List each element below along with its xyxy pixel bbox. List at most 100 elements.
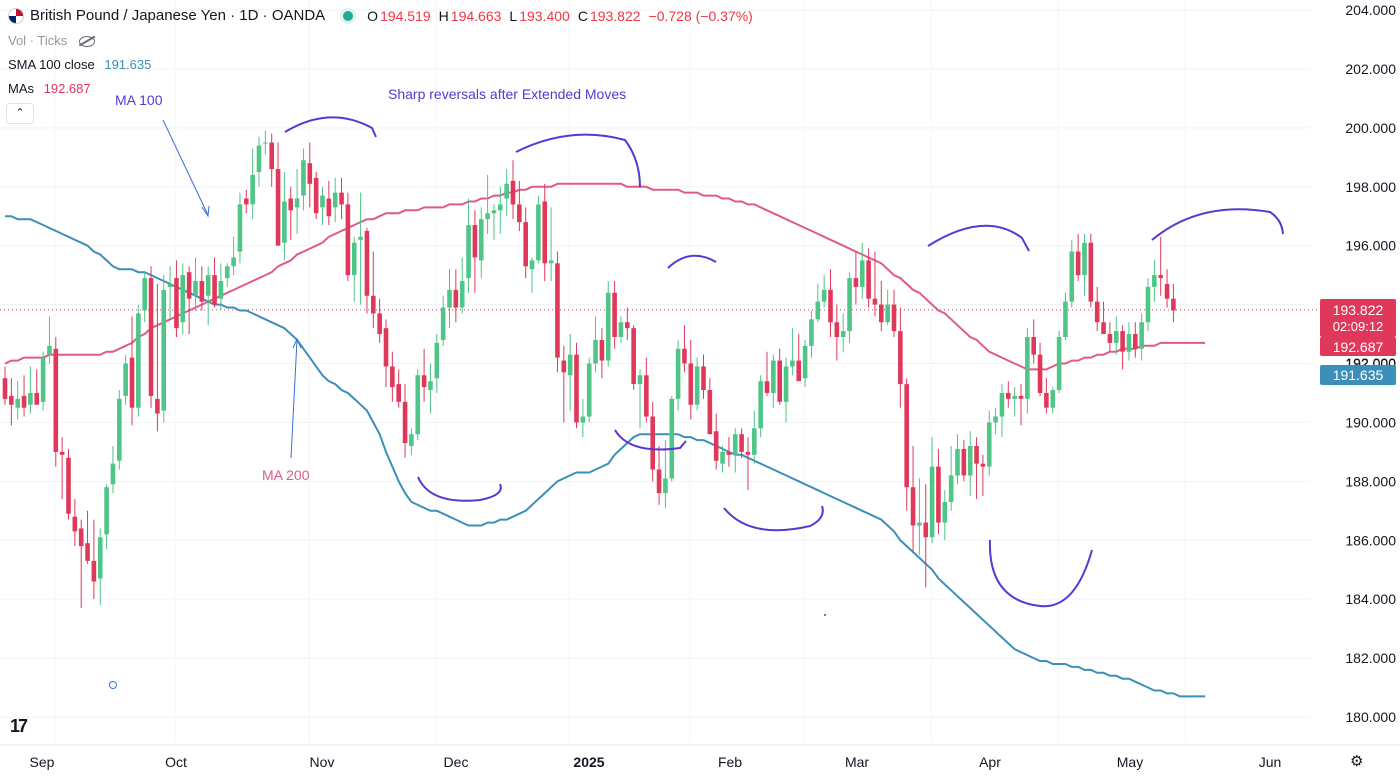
candle-body: [250, 174, 255, 205]
candle-body: [193, 281, 198, 296]
candle-body: [1050, 390, 1056, 408]
gear-icon[interactable]: ⚙: [1350, 753, 1364, 770]
candle-body: [1113, 331, 1119, 343]
open-label: O: [367, 7, 379, 24]
candle-body: [542, 201, 548, 264]
ma100-badge: [1320, 365, 1396, 385]
candle-body: [993, 416, 998, 423]
gbp-jpy-flag-icon: [8, 7, 24, 24]
chart-header: British Pound / Japanese Yen · 1D · OAND…: [8, 7, 761, 24]
candle-body: [364, 230, 370, 296]
candle-body: [796, 360, 802, 382]
ma200-badge-value: 192.687: [1333, 339, 1384, 355]
candle-body: [967, 445, 973, 476]
candle-body: [301, 160, 306, 196]
candle-body: [1139, 322, 1144, 349]
y-tick-label: 198.000: [1345, 179, 1396, 195]
candle-body: [942, 501, 948, 523]
candle-body: [231, 257, 236, 267]
candle-body: [466, 225, 471, 279]
candle-body: [923, 522, 929, 538]
candle-body: [1082, 242, 1087, 276]
open-value: 194.519: [380, 7, 431, 24]
ma200-line: [4, 182, 1206, 371]
candle-body: [656, 469, 662, 494]
candle-body: [288, 198, 294, 211]
candle-body: [694, 366, 700, 405]
ma100-annotation: MA 100: [115, 92, 163, 108]
tradingview-logo[interactable]: 17: [10, 716, 28, 736]
candle-body: [85, 543, 90, 561]
candle-body: [129, 357, 135, 408]
marker-dot: [824, 614, 826, 616]
candle-body: [1126, 334, 1132, 352]
candle-body: [631, 328, 636, 385]
annotation-arc: [614, 429, 687, 451]
volume-indicator[interactable]: Vol · Ticks: [8, 33, 95, 48]
x-tick-label: Sep: [30, 754, 55, 770]
candle-body: [929, 466, 935, 538]
candle-body: [34, 392, 40, 405]
ma200-arrowhead: [292, 337, 302, 349]
candle-body: [161, 289, 167, 411]
candle-body: [1101, 322, 1106, 335]
candle-body: [390, 366, 395, 388]
candle-body: [263, 142, 268, 144]
y-tick-label: 196.000: [1345, 238, 1396, 254]
candle-body: [447, 289, 452, 308]
collapse-legend-button[interactable]: ⌃: [6, 103, 34, 124]
candle-body: [834, 322, 840, 337]
candle-body: [745, 451, 751, 455]
candle-body: [453, 289, 459, 308]
candle-body: [580, 416, 586, 423]
candle-body: [885, 304, 890, 323]
candle-body: [1006, 392, 1011, 399]
candle-body: [625, 322, 630, 329]
candle-body: [53, 348, 59, 452]
candle-body: [866, 260, 871, 299]
candle-body: [555, 263, 560, 358]
candle-body: [802, 345, 808, 379]
x-tick-label: Jun: [1259, 754, 1282, 770]
sma-indicator[interactable]: SMA 100 close 191.635: [8, 57, 151, 72]
low-label: L: [509, 7, 518, 24]
x-tick-label: Oct: [165, 754, 187, 770]
annotation-arc: [417, 476, 502, 502]
last-price-badge: [1320, 299, 1396, 337]
candle-body: [688, 363, 694, 405]
candle-body: [663, 478, 668, 494]
candle-body: [383, 328, 389, 367]
hidden-eye-icon[interactable]: [78, 36, 95, 48]
y-tick-label: 200.000: [1345, 120, 1396, 136]
candle-body: [313, 177, 319, 214]
candle-body: [904, 384, 909, 488]
candle-body: [180, 275, 186, 323]
candle-body: [529, 260, 535, 270]
candle-body: [15, 398, 20, 408]
candle-body: [1012, 395, 1017, 399]
volume-label: Vol · Ticks: [8, 33, 68, 48]
y-tick-label: 190.000: [1345, 414, 1396, 430]
candle-body: [9, 395, 14, 405]
candle-body: [428, 381, 433, 391]
candle-body: [1044, 392, 1049, 408]
candle-body: [891, 304, 897, 332]
ma100-badge-value: 191.635: [1333, 367, 1384, 383]
last-price-value: 193.822: [1333, 302, 1384, 318]
ma200-badge: [1320, 337, 1396, 356]
low-value: 193.400: [519, 7, 570, 24]
symbol-title[interactable]: British Pound / Japanese Yen · 1D · OAND…: [30, 7, 326, 24]
sma-value: 191.635: [104, 57, 152, 72]
candle-body: [764, 381, 770, 393]
candle-body: [821, 289, 827, 302]
candle-body: [771, 360, 776, 393]
market-status-icon[interactable]: [343, 10, 354, 21]
candle-body: [548, 260, 554, 264]
mas-indicator[interactable]: MAs 192.687: [8, 81, 91, 96]
candle-body: [1018, 395, 1024, 399]
mas-label: MAs: [8, 81, 34, 96]
y-tick-label: 186.000: [1345, 532, 1396, 548]
change-value: −0.728 (−0.37%): [648, 7, 753, 24]
